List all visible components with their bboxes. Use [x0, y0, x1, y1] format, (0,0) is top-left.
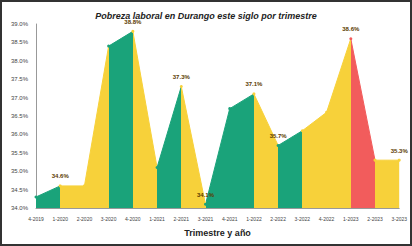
svg-text:1-2022: 1-2022 — [246, 216, 262, 222]
svg-text:4-2021: 4-2021 — [222, 216, 238, 222]
svg-text:36.0%: 36.0% — [11, 131, 29, 137]
svg-text:3-2023: 3-2023 — [391, 216, 407, 222]
svg-text:2-2021: 2-2021 — [173, 216, 189, 222]
svg-text:2-2023: 2-2023 — [367, 216, 383, 222]
svg-text:34.0%: 34.0% — [11, 205, 29, 211]
svg-text:4-2020: 4-2020 — [125, 216, 141, 222]
svg-text:38.5%: 38.5% — [11, 39, 29, 45]
svg-text:34.5%: 34.5% — [11, 187, 29, 193]
svg-text:37.1%: 37.1% — [245, 81, 263, 87]
svg-text:35.3%: 35.3% — [391, 148, 409, 154]
svg-text:3-2020: 3-2020 — [101, 216, 117, 222]
svg-text:37.5%: 37.5% — [11, 76, 29, 82]
svg-text:34.1%: 34.1% — [197, 192, 215, 198]
svg-text:36.5%: 36.5% — [11, 113, 29, 119]
svg-text:35.5%: 35.5% — [11, 150, 29, 156]
svg-text:2-2022: 2-2022 — [270, 216, 286, 222]
svg-text:3-2022: 3-2022 — [295, 216, 311, 222]
svg-text:1-2023: 1-2023 — [343, 216, 359, 222]
svg-text:38.8%: 38.8% — [124, 18, 142, 25]
svg-text:3-2021: 3-2021 — [198, 216, 214, 222]
svg-text:38.6%: 38.6% — [342, 26, 360, 32]
svg-text:Pobreza laboral en Durango est: Pobreza laboral en Durango este siglo po… — [95, 11, 317, 21]
svg-text:35.7%: 35.7% — [270, 133, 288, 139]
svg-text:39.0%: 39.0% — [11, 21, 29, 27]
svg-text:1-2021: 1-2021 — [149, 216, 165, 222]
svg-text:37.3%: 37.3% — [173, 74, 191, 80]
svg-text:2-2020: 2-2020 — [77, 216, 93, 222]
svg-text:38.0%: 38.0% — [11, 58, 29, 64]
svg-text:35.0%: 35.0% — [11, 168, 29, 174]
svg-text:4-2022: 4-2022 — [319, 216, 335, 222]
svg-text:34.6%: 34.6% — [52, 173, 70, 179]
svg-text:Trimestre y año: Trimestre y año — [184, 228, 251, 238]
svg-text:4-2019: 4-2019 — [28, 216, 44, 222]
svg-text:37.0%: 37.0% — [11, 95, 29, 101]
svg-text:1-2020: 1-2020 — [52, 216, 68, 222]
